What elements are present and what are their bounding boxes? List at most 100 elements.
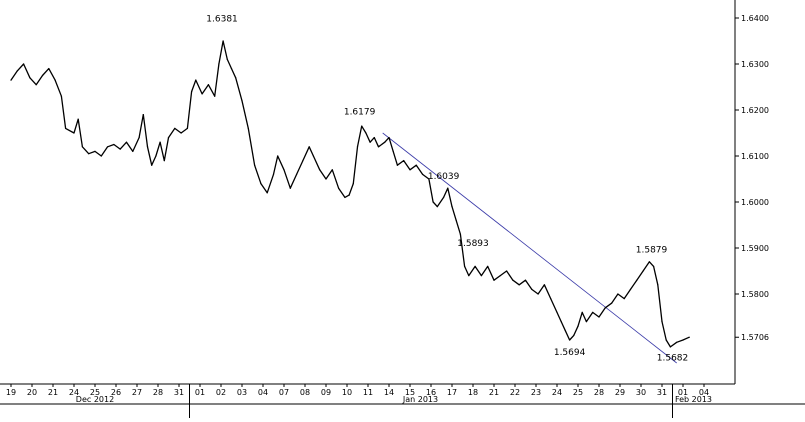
price-point xyxy=(186,127,188,129)
price-point xyxy=(480,275,482,277)
price-point xyxy=(564,330,567,332)
x-tick-label: 25 xyxy=(90,388,100,397)
price-point xyxy=(88,153,90,155)
price-point xyxy=(247,127,249,129)
annotations: 1.6381 1.6179 1.6039 1.5893 1.5879 1.5694 1.56… xyxy=(206,15,688,364)
price-point xyxy=(369,141,371,143)
price-point xyxy=(35,84,37,86)
price-annotation: 1.5694 xyxy=(554,348,586,358)
price-point xyxy=(669,346,672,348)
price-point xyxy=(653,265,655,267)
x-tick-label: 18 xyxy=(468,388,478,397)
price-annotation: 1.5682 xyxy=(657,353,689,363)
price-point xyxy=(487,265,489,267)
price-point xyxy=(174,127,176,129)
price-point xyxy=(125,141,128,143)
price-point xyxy=(396,164,398,166)
price-point xyxy=(623,298,625,300)
price-point xyxy=(41,74,44,77)
price-point xyxy=(543,284,546,286)
price-annotation: 1.6179 xyxy=(344,108,376,118)
x-tick-label: 22 xyxy=(510,388,520,397)
price-point xyxy=(361,125,363,127)
price-point xyxy=(455,219,457,221)
price-annotation: 1.5879 xyxy=(636,246,668,256)
price-point xyxy=(464,265,466,267)
price-point xyxy=(195,79,197,81)
price-point xyxy=(222,40,224,42)
price-point xyxy=(598,316,600,318)
last-price-label: 1.5706 xyxy=(741,333,769,342)
price-point xyxy=(388,137,390,139)
x-tick-label: 27 xyxy=(132,388,142,397)
price-point xyxy=(682,339,684,341)
price-point xyxy=(636,279,638,281)
price-point xyxy=(338,187,340,189)
price-point xyxy=(560,321,562,323)
x-tick-label: 24 xyxy=(69,388,79,397)
price-point xyxy=(451,206,453,208)
price-point xyxy=(506,270,508,272)
price-point xyxy=(432,201,434,203)
x-tick-label: 03 xyxy=(237,388,247,397)
price-point xyxy=(459,233,461,235)
price-point xyxy=(403,160,405,162)
price-point xyxy=(65,127,67,129)
price-point xyxy=(266,192,268,194)
x-tick-label: 30 xyxy=(636,388,646,397)
x-tick-label: 10 xyxy=(342,388,352,397)
x-tick-label: 14 xyxy=(384,388,394,397)
price-point xyxy=(422,173,424,175)
price-point xyxy=(100,155,102,157)
x-tick-label: 09 xyxy=(321,388,331,397)
month-label: Jan 2013 xyxy=(402,395,438,404)
price-point xyxy=(493,279,495,281)
price-point xyxy=(201,93,203,95)
price-point xyxy=(180,132,182,134)
price-point xyxy=(592,311,594,313)
price-point xyxy=(537,293,539,295)
price-point xyxy=(436,206,438,208)
price-point xyxy=(94,150,96,152)
price-point xyxy=(302,160,304,162)
price-point xyxy=(447,187,449,189)
price-point xyxy=(665,339,667,341)
price-point xyxy=(241,100,243,102)
x-tick-label: 25 xyxy=(573,388,583,397)
y-tick-label: 1.6300 xyxy=(741,60,769,69)
price-point xyxy=(443,196,445,198)
price-point xyxy=(377,146,380,148)
month-label: Feb 2013 xyxy=(675,395,712,404)
x-tick-label: 31 xyxy=(657,388,667,397)
x-tick-label: 29 xyxy=(615,388,625,397)
price-point xyxy=(230,68,233,70)
price-point xyxy=(191,91,193,93)
price-annotation: 1.5893 xyxy=(457,239,489,249)
price-point xyxy=(167,137,170,139)
price-point xyxy=(10,79,12,81)
price-point xyxy=(319,169,321,171)
price-point xyxy=(611,302,613,304)
x-tick-label: 23 xyxy=(531,388,541,397)
price-point xyxy=(29,77,31,79)
month-label: Dec 2012 xyxy=(76,395,114,404)
price-point xyxy=(556,311,558,313)
price-point xyxy=(60,95,63,97)
x-tick-label: 02 xyxy=(216,388,226,397)
x-tick-label: 28 xyxy=(594,388,604,397)
price-point xyxy=(296,173,298,175)
x-tick-label: 08 xyxy=(300,388,310,397)
price-point xyxy=(325,178,327,180)
price-point xyxy=(512,279,514,281)
price-point xyxy=(604,307,606,309)
price-point xyxy=(151,164,153,166)
price-point xyxy=(81,146,83,148)
x-tick-label: 11 xyxy=(363,388,373,397)
price-point xyxy=(277,155,279,157)
price-point xyxy=(585,321,588,323)
price-point xyxy=(146,146,149,148)
price-point xyxy=(648,261,651,263)
